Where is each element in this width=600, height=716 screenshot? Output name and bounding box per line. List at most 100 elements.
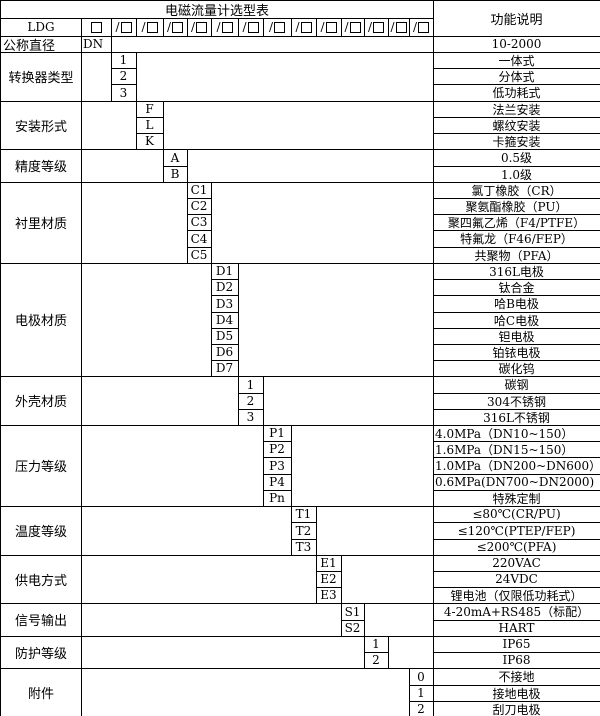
option-desc: 钽电极 — [433, 328, 600, 345]
option-code: D1 — [211, 263, 239, 280]
option-desc: 氯丁橡胶（CR） — [433, 182, 600, 199]
code-slot: / — [163, 18, 188, 37]
option-desc: 碳化钨 — [433, 360, 600, 377]
option-desc: ≤120℃(PTEP/FEP) — [433, 522, 600, 540]
blank-cell — [81, 603, 342, 637]
code-slot: / — [316, 18, 342, 37]
option-code: E2 — [316, 571, 342, 588]
slot-separator: / — [390, 20, 395, 34]
code-slot: / — [136, 18, 164, 37]
blank-cell — [81, 506, 292, 556]
slot-separator: / — [242, 20, 247, 34]
option-desc: 卡箍安装 — [433, 133, 600, 150]
option-desc: 316L电极 — [433, 263, 600, 280]
option-code: S2 — [341, 620, 365, 637]
slot-box-icon — [349, 21, 361, 33]
option-desc: 锂电池（仅限低功耗式） — [433, 587, 600, 604]
option-code: P2 — [263, 441, 292, 458]
slot-box-icon — [325, 21, 337, 33]
blank-cell — [81, 555, 317, 604]
option-code: 1 — [364, 636, 389, 653]
option-code: 1 — [409, 685, 434, 702]
option-code: 3 — [238, 409, 264, 426]
option-desc: 哈B电极 — [433, 295, 600, 313]
option-code: C2 — [187, 198, 212, 215]
blank-cell — [81, 52, 112, 102]
option-desc: 铂铱电极 — [433, 344, 600, 361]
slot-separator: / — [166, 20, 172, 34]
blank-cell — [81, 149, 164, 183]
code-slot: / — [111, 18, 137, 37]
option-desc: 220VAC — [433, 555, 600, 572]
option-code: 2 — [238, 393, 264, 410]
nominal-desc: 10-2000 — [433, 36, 600, 53]
option-code: D6 — [211, 344, 239, 361]
blank-cell — [211, 182, 434, 264]
slot-separator: / — [367, 20, 373, 34]
option-code: T2 — [291, 522, 317, 540]
option-code: 1 — [111, 52, 137, 69]
option-code: D7 — [211, 360, 239, 377]
slot-box-icon — [91, 21, 102, 33]
group-label: 温度等级 — [1, 506, 82, 556]
group-label: 附件 — [1, 668, 82, 716]
option-code: K — [136, 133, 164, 150]
group-label: 衬里材质 — [1, 182, 82, 264]
slot-box-icon — [247, 21, 259, 33]
slot-separator: / — [344, 20, 349, 34]
option-desc: 螺纹安装 — [433, 117, 600, 134]
code-slot: / — [187, 18, 212, 37]
code-slot: / — [263, 18, 292, 37]
option-code: P4 — [263, 474, 292, 491]
option-desc: 1.6MPa（DN15~150） — [433, 441, 600, 458]
blank-cell — [81, 263, 212, 377]
blank-cell — [316, 506, 434, 556]
option-code: D4 — [211, 312, 239, 329]
blank-cell — [81, 636, 365, 669]
option-desc: 钛合金 — [433, 279, 600, 296]
code-slot: / — [211, 18, 239, 37]
slot-box-icon — [373, 21, 385, 33]
group-label: 转换器类型 — [1, 52, 82, 102]
blank-cell — [81, 668, 410, 716]
group-label: 压力等级 — [1, 425, 82, 507]
slot-separator: / — [115, 20, 120, 34]
slot-box-icon — [300, 21, 312, 33]
group-label: 外壳材质 — [1, 376, 82, 426]
option-desc: 不接地 — [433, 668, 600, 686]
option-code: Pn — [263, 490, 292, 507]
option-desc: 0.6MPa(DN700~DN2000) — [433, 474, 600, 491]
code-slot: / — [388, 18, 410, 37]
blank-cell — [81, 101, 137, 150]
option-desc: IP65 — [433, 636, 600, 653]
blank-cell — [187, 149, 434, 183]
slot-box-icon — [146, 21, 158, 33]
option-desc: 0.5级 — [433, 149, 600, 167]
slot-box-icon — [120, 21, 132, 33]
option-code: 0 — [409, 668, 434, 686]
blank-cell — [291, 425, 434, 507]
group-label: 防护等级 — [1, 636, 82, 669]
option-desc: 4.0MPa（DN10~150） — [433, 425, 600, 442]
blank-cell — [238, 263, 434, 377]
group-label: 信号输出 — [1, 603, 82, 637]
option-code: A — [163, 149, 188, 167]
blank-cell — [81, 376, 239, 426]
blank-cell — [111, 36, 434, 53]
option-desc: ≤80℃(CR/PU) — [433, 506, 600, 523]
option-desc: 特殊定制 — [433, 490, 600, 507]
option-code: F — [136, 101, 164, 118]
option-desc: 碳钢 — [433, 376, 600, 394]
option-desc: 304不锈钢 — [433, 393, 600, 410]
option-desc: 316L不锈钢 — [433, 409, 600, 426]
option-desc: IP68 — [433, 652, 600, 669]
option-desc: 分体式 — [433, 68, 600, 85]
blank-cell — [263, 376, 434, 426]
option-code: D5 — [211, 328, 239, 345]
option-code: C3 — [187, 214, 212, 231]
option-desc: 1.0级 — [433, 166, 600, 183]
blank-cell — [341, 555, 434, 604]
code-slot: / — [409, 18, 434, 37]
slot-box-icon — [172, 21, 184, 33]
